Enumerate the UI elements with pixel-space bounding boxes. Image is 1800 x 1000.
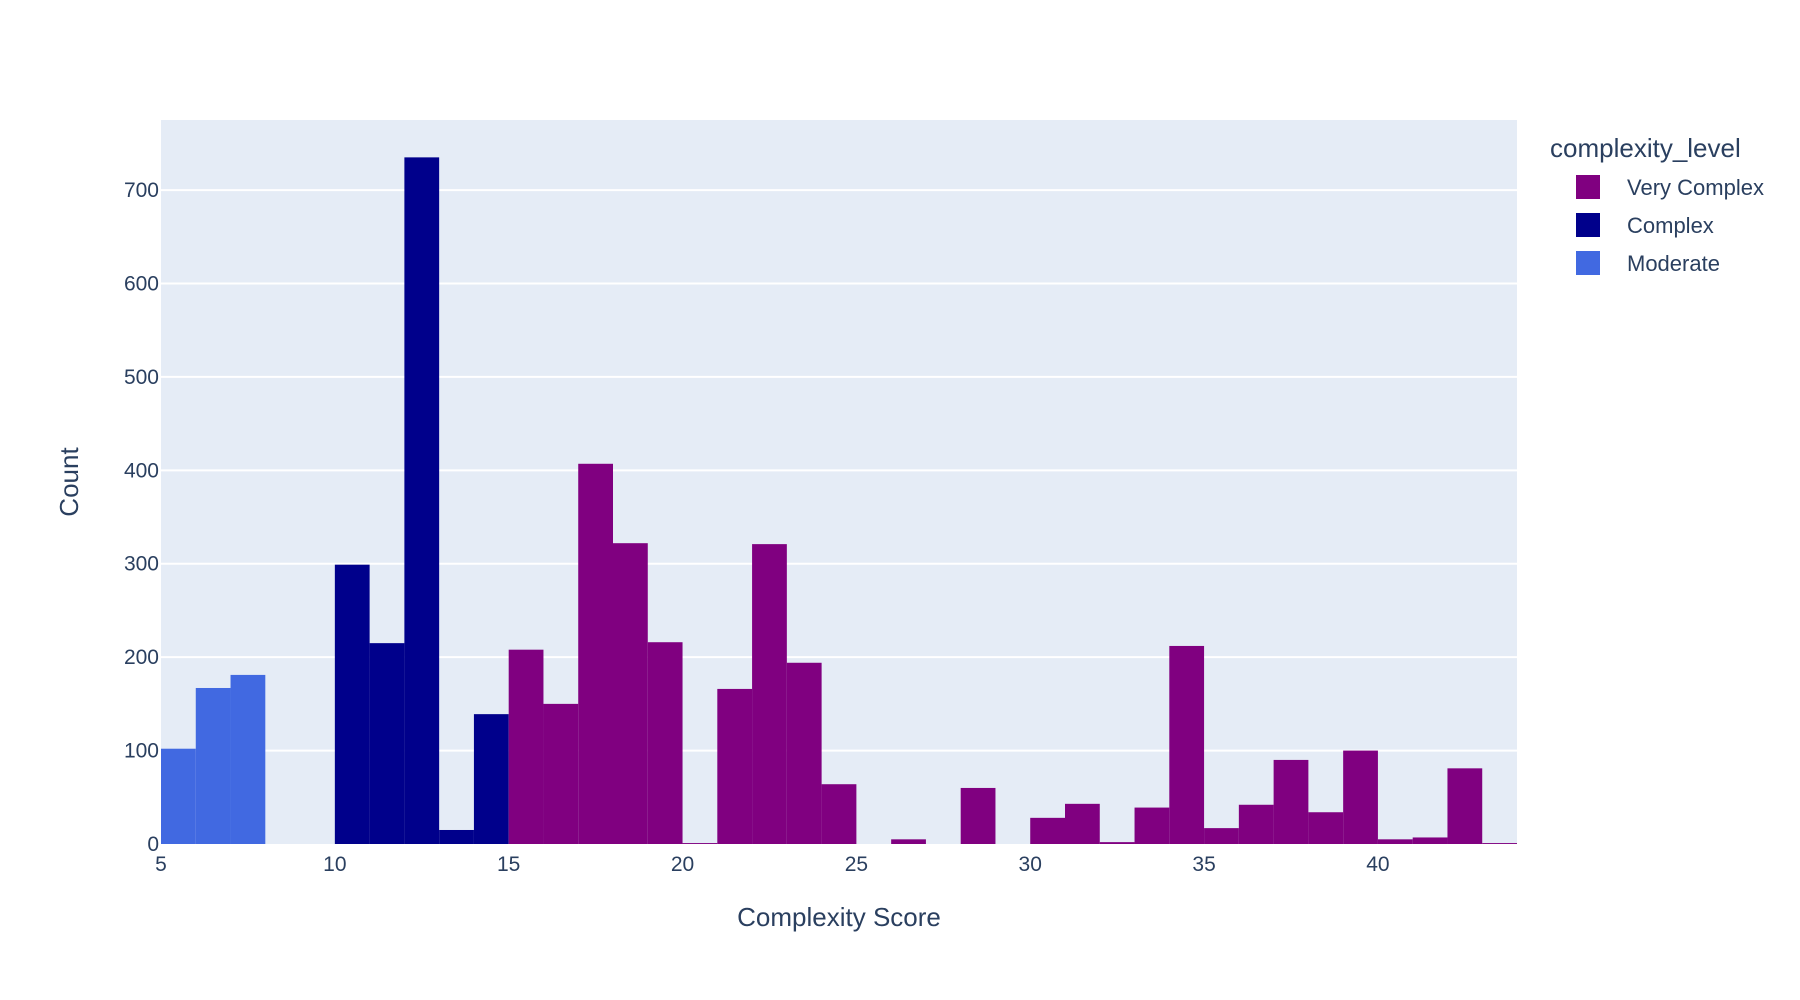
- x-tick-label: 15: [497, 853, 520, 876]
- histogram-bar: [161, 748, 196, 844]
- histogram-bar: [1238, 804, 1274, 844]
- histogram-bar: [682, 843, 718, 844]
- histogram-bar: [1134, 807, 1170, 844]
- y-tick-label: 700: [124, 179, 159, 202]
- y-tick-label: 600: [124, 272, 159, 295]
- legend-entry-label: Complex: [1627, 213, 1714, 238]
- x-tick-label: 10: [323, 853, 346, 876]
- histogram-bar: [1065, 803, 1100, 844]
- y-tick-label: 200: [124, 646, 159, 669]
- histogram-bar: [1343, 750, 1378, 844]
- x-tick-label: 20: [671, 853, 694, 876]
- legend-swatch: [1576, 213, 1600, 237]
- x-tick-label: 30: [1019, 853, 1042, 876]
- legend-entry-label: Moderate: [1627, 251, 1720, 276]
- x-tick-label: 40: [1366, 853, 1389, 876]
- histogram-bar: [821, 784, 857, 844]
- x-tick-labels: 5 10 15 20 25 30 35 40: [155, 853, 1389, 876]
- histogram-bar: [473, 714, 509, 844]
- histogram-bar: [1482, 843, 1517, 844]
- histogram-bar: [1169, 645, 1205, 844]
- x-tick-label: 5: [155, 853, 167, 876]
- histogram-bar: [1204, 828, 1239, 844]
- histogram-bar: [1030, 817, 1065, 844]
- histogram-bar: [543, 703, 579, 844]
- histogram-bar: [1412, 837, 1448, 844]
- legend-entry-label: Very Complex: [1627, 175, 1764, 200]
- histogram-bar: [369, 643, 405, 844]
- y-axis-title: Count: [54, 447, 84, 517]
- histogram-bar: [1447, 768, 1483, 844]
- y-tick-labels: 0 100 200 300 400 500 600 700: [124, 179, 159, 856]
- histogram-bar: [647, 642, 683, 844]
- bars-group: [161, 157, 1517, 844]
- histogram-bar: [404, 157, 440, 844]
- histogram-bar: [1099, 842, 1135, 844]
- histogram-bar: [334, 564, 370, 844]
- histogram-bar: [613, 543, 648, 844]
- histogram-bar: [752, 544, 787, 844]
- histogram-bar: [508, 649, 544, 844]
- y-tick-label: 500: [124, 366, 159, 389]
- x-tick-label: 35: [1192, 853, 1215, 876]
- histogram-bar: [891, 839, 926, 844]
- y-tick-label: 400: [124, 459, 159, 482]
- histogram-bar: [439, 829, 474, 844]
- histogram-bar: [195, 687, 231, 844]
- histogram-bar: [786, 662, 822, 844]
- histogram-bar: [960, 787, 996, 844]
- legend-title: complexity_level: [1550, 133, 1741, 163]
- y-tick-label: 100: [124, 740, 159, 763]
- x-tick-label: 25: [845, 853, 868, 876]
- histogram-bar: [230, 674, 266, 844]
- histogram-bar: [717, 688, 753, 844]
- histogram-bar: [1273, 759, 1309, 844]
- x-axis-title: Complexity Score: [737, 902, 941, 932]
- histogram-bar: [1308, 812, 1344, 844]
- legend: complexity_level Very Complex Complex Mode…: [1550, 133, 1764, 276]
- histogram-bar: [1377, 839, 1413, 844]
- y-tick-label: 300: [124, 553, 159, 576]
- legend-swatch: [1576, 175, 1600, 199]
- histogram-bar: [578, 463, 613, 844]
- legend-swatch: [1576, 251, 1600, 275]
- y-tick-label: 0: [147, 833, 159, 856]
